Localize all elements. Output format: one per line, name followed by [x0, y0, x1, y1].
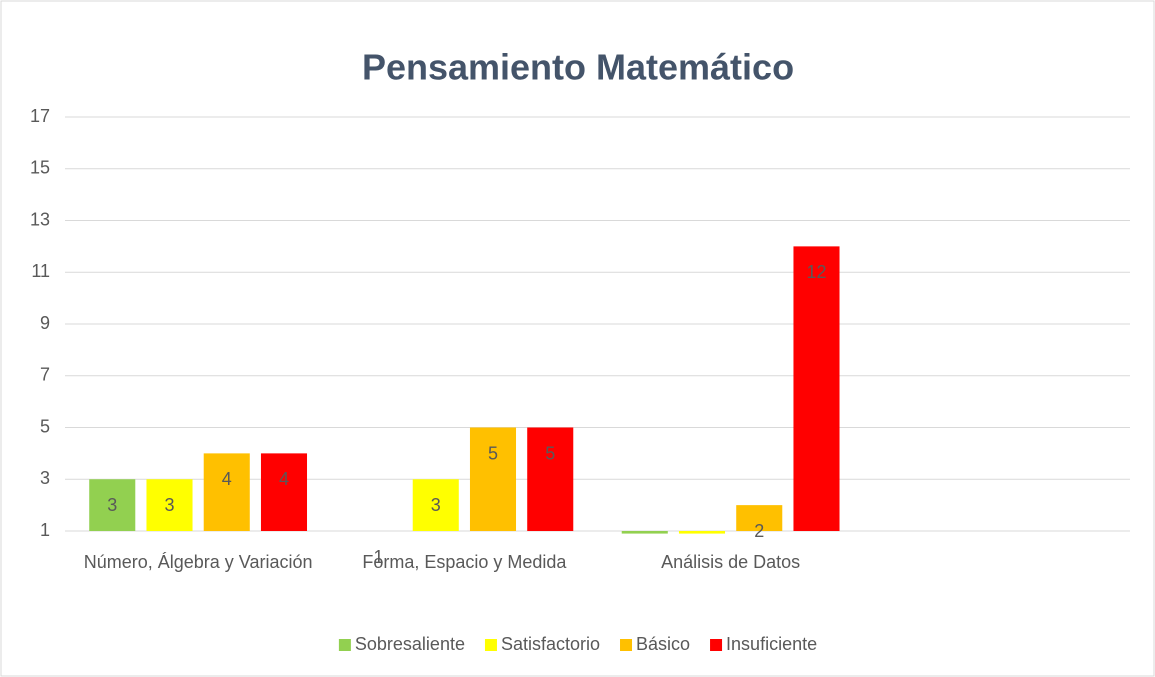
data-label: 3 [164, 495, 174, 515]
bar [89, 479, 136, 531]
legend-label: Satisfactorio [501, 634, 600, 654]
data-label: 1 [374, 547, 384, 567]
data-label: 2 [754, 521, 764, 541]
legend-label: Insuficiente [726, 634, 817, 654]
legend-swatch [484, 639, 497, 651]
legend-swatch [338, 639, 351, 651]
x-tick-label: Forma, Espacio y Medida [362, 552, 567, 572]
x-tick-label: Análisis de Datos [661, 552, 800, 572]
data-label: 5 [488, 443, 498, 463]
chart-title: Pensamiento Matemático [362, 47, 794, 88]
bar [793, 246, 840, 531]
data-label: 4 [222, 469, 232, 489]
y-tick-label: 1 [40, 520, 50, 540]
data-label: 5 [545, 443, 555, 463]
bar [260, 453, 308, 531]
legend-swatch [710, 639, 723, 651]
bar [146, 479, 193, 531]
y-tick-label: 9 [40, 313, 50, 333]
y-tick-label: 17 [30, 106, 50, 126]
data-label: 3 [431, 495, 441, 515]
y-tick-label: 3 [40, 468, 50, 488]
bar [527, 427, 574, 531]
data-label: 12 [806, 262, 826, 282]
legend-label: Sobresaliente [355, 634, 465, 654]
y-tick-label: 7 [40, 365, 50, 385]
bar [736, 505, 783, 531]
data-label: 4 [279, 469, 289, 489]
x-tick-label: Número, Álgebra y Variación [84, 552, 313, 572]
legend-swatch [620, 639, 633, 651]
bar [678, 531, 726, 534]
bar [412, 479, 459, 531]
y-tick-label: 5 [40, 416, 50, 436]
legend-label: Básico [636, 634, 690, 654]
y-tick-label: 13 [30, 209, 50, 229]
y-tick-label: 11 [31, 261, 50, 281]
bar [469, 427, 517, 531]
bar [621, 531, 668, 534]
y-tick-label: 15 [30, 158, 50, 178]
bar [203, 453, 250, 531]
data-label: 3 [107, 495, 117, 515]
